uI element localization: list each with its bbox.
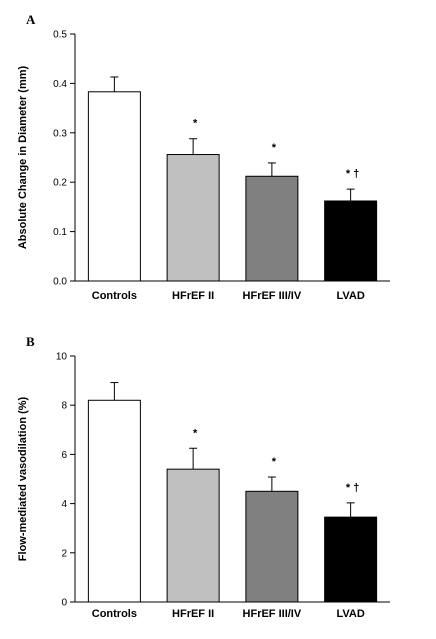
y-axis-title: Absolute Change in Diameter (mm) (17, 65, 29, 249)
chart-panel-b: B 0 2 4 6 8 10 Flow-mediated vasodilation (%) Co… (17, 334, 390, 620)
significance-marker: * † (346, 168, 359, 180)
x-tick-label: HFrEF II (172, 608, 214, 620)
bar (87, 91, 141, 282)
y-tick-label: 10 (56, 352, 68, 363)
significance-marker: * (272, 142, 277, 154)
significance-marker: * (193, 118, 198, 130)
chart-panel-a: A 0.0 0.1 0.2 0.3 0.4 0.5 Absolute Change in Di… (17, 12, 390, 302)
x-tick-label: HFrEF III/IV (243, 608, 302, 620)
bar (324, 200, 378, 282)
y-tick-label: 4 (61, 499, 67, 510)
y-axis-title: Flow-mediated vasodilation (%) (17, 396, 29, 561)
bar (166, 468, 220, 603)
y-tick-label: 0.1 (53, 227, 67, 238)
y-tick-label: 0.3 (53, 128, 67, 139)
y-tick-label: 0.0 (53, 277, 67, 288)
x-tick-label: Controls (92, 608, 137, 620)
y-tick-label: 0.4 (53, 79, 67, 90)
significance-marker: * † (346, 482, 359, 494)
y-tick-label: 0.2 (53, 178, 67, 189)
significance-marker: * (272, 456, 277, 468)
x-tick-label: LVAD (336, 608, 364, 620)
bar (87, 399, 141, 603)
x-tick-label: Controls (92, 290, 137, 302)
y-tick-label: 0.5 (53, 30, 67, 41)
bar (245, 175, 299, 282)
y-tick-label: 8 (61, 401, 67, 412)
bar (245, 490, 299, 603)
bar (166, 154, 220, 282)
x-tick-label: LVAD (336, 290, 364, 302)
y-tick-label: 2 (61, 548, 67, 559)
y-tick-label: 6 (61, 450, 67, 461)
bar (324, 516, 378, 603)
x-tick-label: HFrEF III/IV (243, 290, 302, 302)
y-tick-label: 0 (61, 598, 67, 609)
significance-marker: * (193, 427, 198, 439)
x-tick-label: HFrEF II (172, 290, 214, 302)
panel-label: B (26, 334, 35, 349)
panel-label: A (26, 12, 36, 27)
